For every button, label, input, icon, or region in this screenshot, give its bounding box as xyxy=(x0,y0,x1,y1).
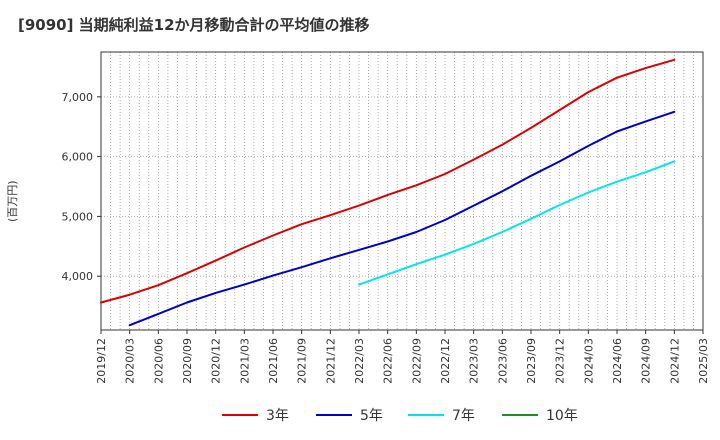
x-tick-label: 2020/06 xyxy=(152,338,165,384)
x-tick-label: 2021/06 xyxy=(267,338,280,384)
series-line-2 xyxy=(358,160,676,286)
x-tick-label: 2020/12 xyxy=(210,338,223,384)
x-tick-label: 2024/03 xyxy=(582,338,595,384)
legend-label-10y: 10年 xyxy=(546,408,578,424)
x-tick-label: 2022/06 xyxy=(382,338,395,384)
x-tick-label: 2023/09 xyxy=(525,338,538,384)
x-tick-label: 2022/12 xyxy=(439,338,452,384)
x-tick-label: 2023/06 xyxy=(496,338,509,384)
y-tick-label: 6,000 xyxy=(62,151,94,164)
legend-swatch-7y xyxy=(408,414,444,416)
chart-title: [9090] 当期純利益12か月移動合計の平均値の推移 xyxy=(18,16,370,34)
legend-item-3y: 3年 xyxy=(222,404,289,426)
legend-label-7y: 7年 xyxy=(452,408,475,424)
y-tick-label: 7,000 xyxy=(62,91,94,104)
legend-label-3y: 3年 xyxy=(266,408,289,424)
legend: 3年 5年 7年 10年 xyxy=(0,404,720,426)
x-tick-label: 2020/03 xyxy=(124,338,137,384)
x-tick-label: 2021/09 xyxy=(296,338,309,384)
legend-item-7y: 7年 xyxy=(408,404,475,426)
legend-item-10y: 10年 xyxy=(502,404,578,426)
x-tick-label: 2023/03 xyxy=(468,338,481,384)
x-tick-label: 2025/03 xyxy=(697,338,710,384)
x-tick-label: 2022/09 xyxy=(410,338,423,384)
series-line-1 xyxy=(128,110,676,327)
legend-item-5y: 5年 xyxy=(316,404,383,426)
x-tick-label: 2019/12 xyxy=(95,338,108,384)
legend-swatch-10y xyxy=(502,414,538,416)
x-tick-label: 2024/09 xyxy=(640,338,653,384)
x-tick-label: 2022/03 xyxy=(353,338,366,384)
x-tick-label: 2024/06 xyxy=(611,338,624,384)
x-tick-label: 2021/12 xyxy=(324,338,337,384)
series-line-0 xyxy=(100,58,676,304)
legend-swatch-3y xyxy=(222,414,258,416)
legend-swatch-5y xyxy=(316,414,352,416)
y-tick-label: 5,000 xyxy=(62,210,94,223)
x-tick-label: 2023/12 xyxy=(554,338,567,384)
y-tick-label: 4,000 xyxy=(62,270,94,283)
x-tick-label: 2021/03 xyxy=(238,338,251,384)
x-tick-label: 2024/12 xyxy=(668,338,681,384)
legend-label-5y: 5年 xyxy=(360,408,383,424)
x-tick-label: 2020/09 xyxy=(181,338,194,384)
plot-frame xyxy=(100,51,704,331)
